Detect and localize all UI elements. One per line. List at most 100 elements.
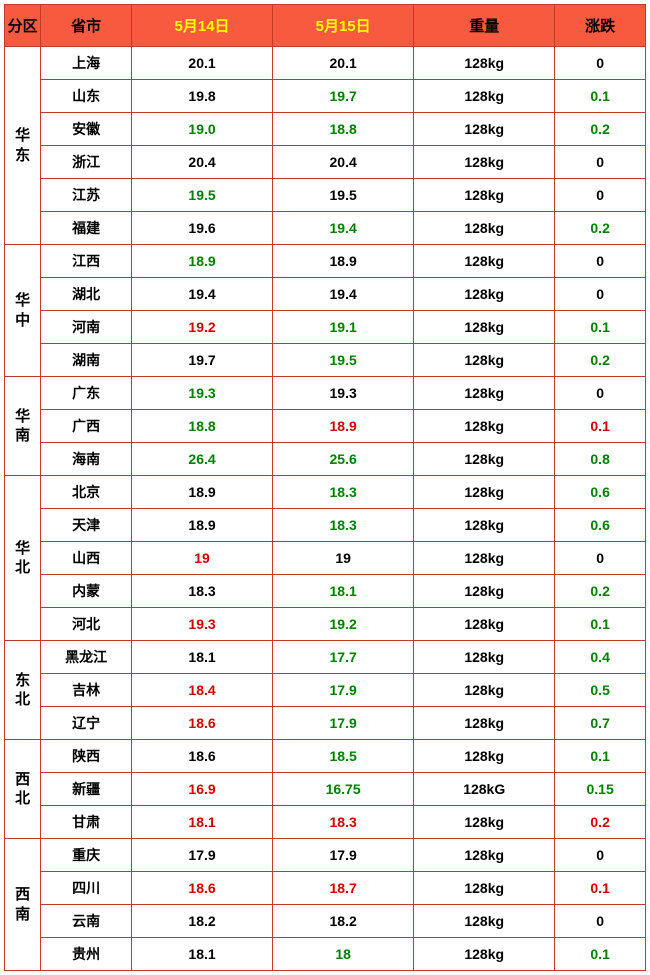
weight-cell: 128kg	[414, 377, 555, 410]
weight-cell: 128kg	[414, 806, 555, 839]
date2-cell: 19	[273, 542, 414, 575]
date1-cell: 19	[131, 542, 272, 575]
date1-cell: 18.6	[131, 707, 272, 740]
region-cell: 西北	[5, 740, 41, 839]
province-cell: 上海	[41, 47, 132, 80]
province-cell: 天津	[41, 509, 132, 542]
date1-cell: 17.9	[131, 839, 272, 872]
province-cell: 江西	[41, 245, 132, 278]
date1-cell: 18.1	[131, 641, 272, 674]
table-row: 云南18.218.2128kg0	[5, 905, 646, 938]
region-cell: 华东	[5, 47, 41, 245]
table-row: 湖北19.419.4128kg0	[5, 278, 646, 311]
date2-cell: 18.5	[273, 740, 414, 773]
province-cell: 江苏	[41, 179, 132, 212]
date2-cell: 18.9	[273, 245, 414, 278]
change-cell: 0.1	[555, 608, 646, 641]
table-header: 分区 省市 5月14日 5月15日 重量 涨跌	[5, 5, 646, 47]
date1-cell: 18.4	[131, 674, 272, 707]
table-row: 广西18.818.9128kg0.1	[5, 410, 646, 443]
weight-cell: 128kg	[414, 707, 555, 740]
table-row: 华北北京18.918.3128kg0.6	[5, 476, 646, 509]
weight-cell: 128kg	[414, 113, 555, 146]
date2-cell: 16.75	[273, 773, 414, 806]
header-date2: 5月15日	[273, 5, 414, 47]
weight-cell: 128kg	[414, 146, 555, 179]
change-cell: 0.1	[555, 872, 646, 905]
region-cell: 东北	[5, 641, 41, 740]
table-row: 华中江西18.918.9128kg0	[5, 245, 646, 278]
change-cell: 0	[555, 47, 646, 80]
price-table: 分区 省市 5月14日 5月15日 重量 涨跌 华东上海20.120.1128k…	[4, 4, 646, 971]
date1-cell: 18.2	[131, 905, 272, 938]
table-row: 山西1919128kg0	[5, 542, 646, 575]
weight-cell: 128kg	[414, 80, 555, 113]
change-cell: 0	[555, 245, 646, 278]
province-cell: 重庆	[41, 839, 132, 872]
weight-cell: 128kg	[414, 344, 555, 377]
date2-cell: 17.9	[273, 707, 414, 740]
date1-cell: 19.2	[131, 311, 272, 344]
weight-cell: 128kg	[414, 740, 555, 773]
weight-cell: 128kg	[414, 476, 555, 509]
weight-cell: 128kg	[414, 872, 555, 905]
province-cell: 福建	[41, 212, 132, 245]
change-cell: 0.1	[555, 938, 646, 971]
date2-cell: 18.7	[273, 872, 414, 905]
date2-cell: 25.6	[273, 443, 414, 476]
change-cell: 0.2	[555, 212, 646, 245]
date1-cell: 18.9	[131, 476, 272, 509]
date1-cell: 18.8	[131, 410, 272, 443]
date2-cell: 17.7	[273, 641, 414, 674]
province-cell: 新疆	[41, 773, 132, 806]
table-row: 东北黑龙江18.117.7128kg0.4	[5, 641, 646, 674]
weight-cell: 128kg	[414, 278, 555, 311]
table-row: 华南广东19.319.3128kg0	[5, 377, 646, 410]
date1-cell: 19.5	[131, 179, 272, 212]
date2-cell: 19.3	[273, 377, 414, 410]
date1-cell: 19.3	[131, 608, 272, 641]
date1-cell: 18.1	[131, 806, 272, 839]
date2-cell: 18.2	[273, 905, 414, 938]
date1-cell: 19.0	[131, 113, 272, 146]
province-cell: 贵州	[41, 938, 132, 971]
region-cell: 华北	[5, 476, 41, 641]
change-cell: 0	[555, 542, 646, 575]
change-cell: 0	[555, 839, 646, 872]
province-cell: 云南	[41, 905, 132, 938]
province-cell: 河南	[41, 311, 132, 344]
change-cell: 0.1	[555, 80, 646, 113]
table-row: 华东上海20.120.1128kg0	[5, 47, 646, 80]
table-row: 江苏19.519.5128kg0	[5, 179, 646, 212]
date1-cell: 18.3	[131, 575, 272, 608]
date1-cell: 19.3	[131, 377, 272, 410]
weight-cell: 128kg	[414, 47, 555, 80]
date2-cell: 20.4	[273, 146, 414, 179]
table-row: 河南19.219.1128kg0.1	[5, 311, 646, 344]
weight-cell: 128kg	[414, 509, 555, 542]
change-cell: 0.5	[555, 674, 646, 707]
change-cell: 0	[555, 905, 646, 938]
header-region: 分区	[5, 5, 41, 47]
province-cell: 湖南	[41, 344, 132, 377]
date1-cell: 19.7	[131, 344, 272, 377]
date2-cell: 18.3	[273, 509, 414, 542]
date2-cell: 18.3	[273, 476, 414, 509]
weight-cell: 128kG	[414, 773, 555, 806]
weight-cell: 128kg	[414, 245, 555, 278]
change-cell: 0.4	[555, 641, 646, 674]
table-row: 西南重庆17.917.9128kg0	[5, 839, 646, 872]
change-cell: 0.8	[555, 443, 646, 476]
province-cell: 陕西	[41, 740, 132, 773]
change-cell: 0.6	[555, 509, 646, 542]
date1-cell: 18.6	[131, 740, 272, 773]
table-row: 河北19.319.2128kg0.1	[5, 608, 646, 641]
date2-cell: 19.5	[273, 179, 414, 212]
date2-cell: 19.1	[273, 311, 414, 344]
region-cell: 华中	[5, 245, 41, 377]
header-change: 涨跌	[555, 5, 646, 47]
table-row: 辽宁18.617.9128kg0.7	[5, 707, 646, 740]
date2-cell: 18.8	[273, 113, 414, 146]
province-cell: 安徽	[41, 113, 132, 146]
date1-cell: 18.9	[131, 509, 272, 542]
